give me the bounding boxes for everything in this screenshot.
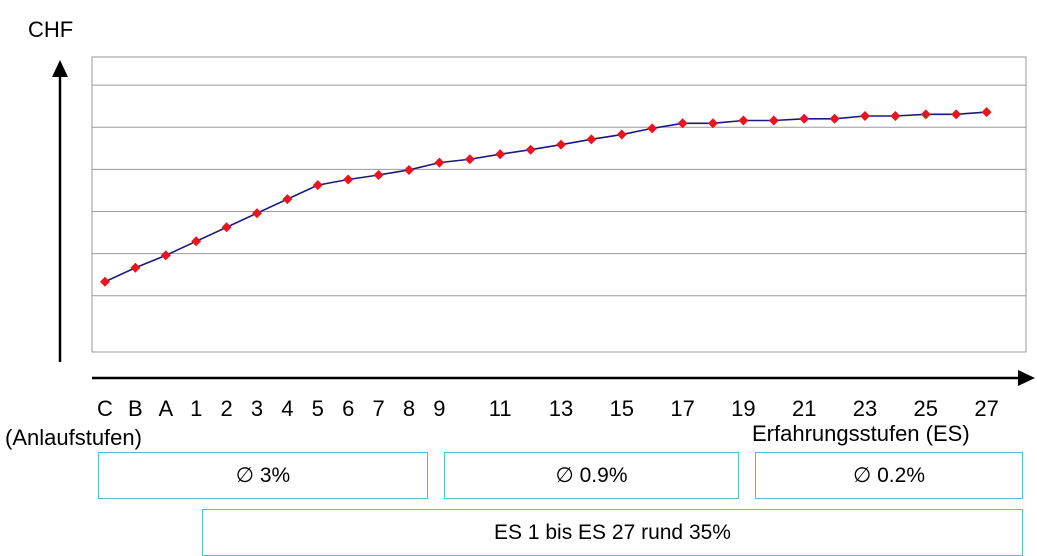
series-line [104, 111, 987, 283]
x-tick-11: 11 [489, 396, 512, 421]
avg-box-1: ∅ 3% [98, 452, 428, 499]
x-tick-25: 25 [914, 396, 938, 421]
x-tick-21: 21 [792, 396, 816, 421]
data-point-23 [860, 111, 870, 121]
x-tick-A: A [158, 396, 173, 421]
data-point-14 [586, 134, 597, 145]
data-point-5 [312, 180, 323, 191]
x-tick-23: 23 [853, 396, 877, 421]
data-point-18 [708, 118, 718, 129]
x-tick-13: 13 [549, 396, 573, 421]
data-point-4 [282, 194, 293, 205]
data-point-6 [343, 174, 354, 185]
total-box: ES 1 bis ES 27 rund 35% [202, 509, 1023, 556]
data-point-17 [677, 118, 688, 129]
data-point-24 [890, 111, 901, 121]
avg-box-1-text: ∅ 3% [235, 464, 291, 487]
x-tick-9: 9 [433, 396, 445, 421]
data-point-7 [373, 170, 384, 180]
series-salary [100, 107, 992, 287]
avg-box-3-text: ∅ 0.2% [853, 464, 925, 487]
total-box-text: ES 1 bis ES 27 rund 35% [494, 520, 731, 544]
data-point-19 [738, 115, 749, 126]
x-tick-17: 17 [670, 396, 694, 421]
data-point-15 [616, 129, 627, 140]
data-point-8 [404, 164, 414, 175]
es-label: Erfahrungsstufen (ES) [752, 421, 970, 446]
x-tick-C: C [97, 396, 113, 421]
avg-box-3: ∅ 0.2% [755, 452, 1023, 499]
x-axis-arrowhead [1018, 370, 1035, 386]
data-point-12 [525, 144, 536, 155]
x-tick-2: 2 [220, 396, 232, 421]
data-point-20 [768, 115, 779, 126]
y-axis-label: CHF [28, 17, 73, 42]
data-point-2 [221, 222, 232, 233]
data-point-16 [647, 123, 658, 134]
avg-box-2-text: ∅ 0.9% [555, 464, 628, 487]
data-point-C [100, 276, 110, 287]
x-tick-27: 27 [974, 396, 998, 421]
x-tick-6: 6 [342, 396, 354, 421]
data-point-10 [464, 154, 475, 165]
avg-box-2: ∅ 0.9% [444, 452, 739, 499]
gridlines [92, 84, 1026, 297]
data-point-13 [556, 139, 566, 150]
x-tick-3: 3 [251, 396, 263, 421]
data-point-11 [495, 149, 506, 160]
x-tick-labels: C B A 1 2 3 4 5 6 7 8 9 11 13 15 17 19 21 23 25 27 [97, 396, 999, 421]
x-tick-1: 1 [190, 396, 202, 421]
data-point-26 [951, 109, 962, 120]
y-axis-arrowhead [52, 60, 68, 77]
data-point-9 [434, 157, 445, 168]
x-tick-8: 8 [403, 396, 415, 421]
data-point-B [130, 262, 141, 273]
data-point-3 [252, 208, 262, 219]
x-tick-19: 19 [731, 396, 755, 421]
x-tick-15: 15 [610, 396, 634, 421]
anlauf-label: (Anlaufstufen) [5, 425, 142, 450]
x-tick-B: B [128, 396, 143, 421]
plot-area [91, 56, 1027, 353]
data-point-A [160, 250, 171, 261]
x-tick-5: 5 [312, 396, 324, 421]
data-point-22 [829, 113, 840, 124]
data-point-21 [799, 113, 810, 124]
data-point-27 [981, 107, 992, 118]
x-tick-4: 4 [281, 396, 293, 421]
data-point-1 [191, 236, 202, 247]
data-point-25 [920, 109, 931, 120]
x-tick-7: 7 [372, 396, 384, 421]
